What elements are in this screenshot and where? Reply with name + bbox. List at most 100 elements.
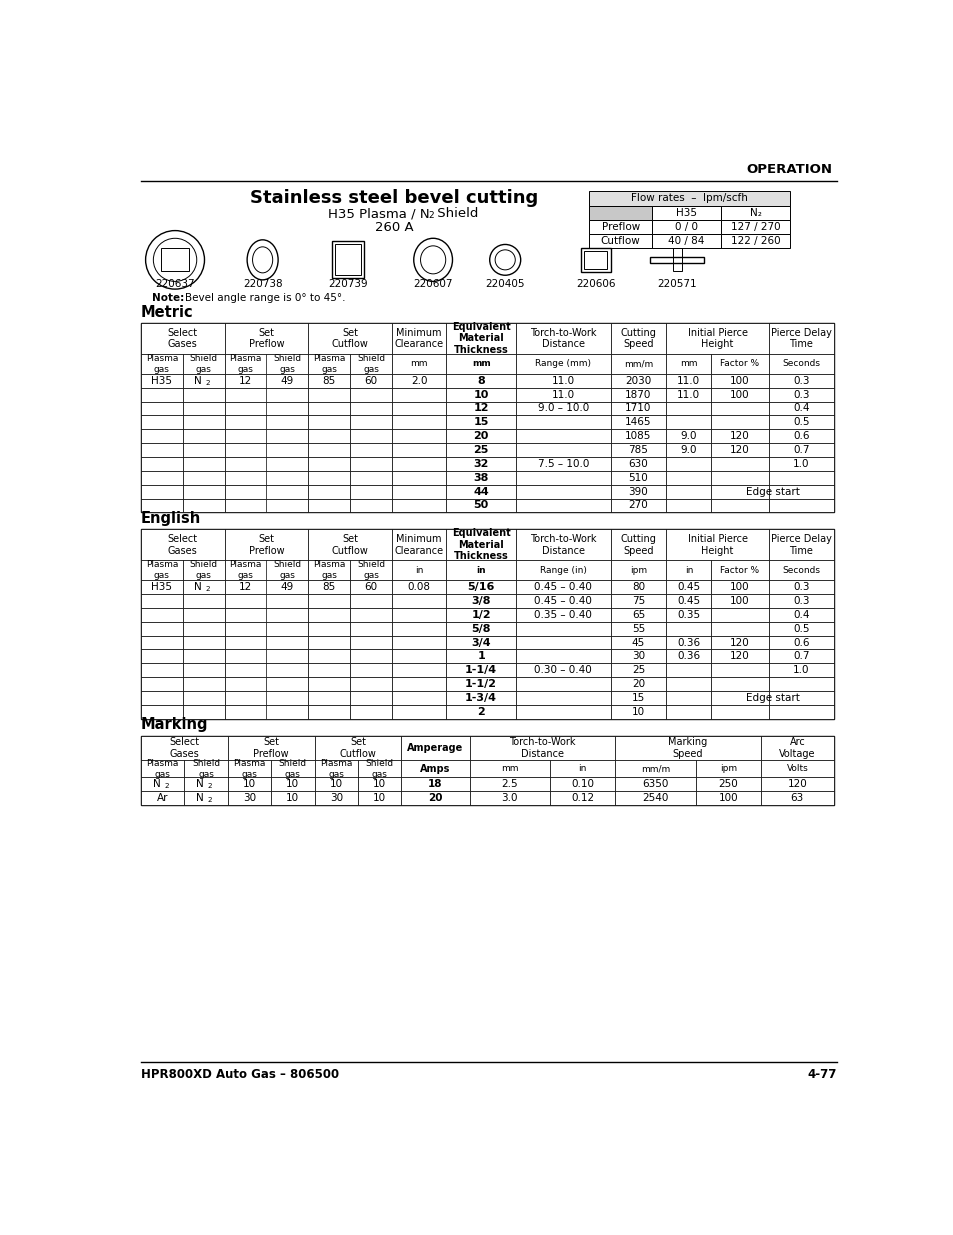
Text: Plasma
gas: Plasma gas bbox=[229, 561, 261, 580]
Text: Ar: Ar bbox=[156, 793, 169, 803]
Text: 0.3: 0.3 bbox=[792, 389, 809, 400]
Bar bbox=[183, 594, 224, 608]
Bar bbox=[266, 561, 308, 580]
Bar bbox=[314, 736, 401, 761]
Text: OPERATION: OPERATION bbox=[745, 163, 831, 177]
Bar bbox=[446, 324, 516, 353]
Text: 20: 20 bbox=[473, 431, 488, 441]
Bar bbox=[224, 636, 266, 650]
Bar bbox=[224, 594, 266, 608]
Bar bbox=[516, 608, 610, 621]
Text: 0.36: 0.36 bbox=[677, 651, 700, 662]
Bar bbox=[224, 353, 266, 374]
Bar bbox=[720, 206, 790, 220]
Bar bbox=[141, 692, 183, 705]
Bar bbox=[666, 324, 768, 353]
Bar bbox=[768, 663, 833, 677]
Bar bbox=[516, 443, 610, 457]
Bar bbox=[183, 677, 224, 692]
Text: 0.35: 0.35 bbox=[677, 610, 700, 620]
Text: mm: mm bbox=[679, 359, 697, 368]
Bar bbox=[392, 650, 446, 663]
Bar bbox=[711, 580, 768, 594]
Bar bbox=[266, 499, 308, 513]
Bar bbox=[610, 401, 666, 415]
Bar bbox=[516, 580, 610, 594]
Bar bbox=[224, 692, 266, 705]
Bar bbox=[183, 608, 224, 621]
Bar bbox=[224, 443, 266, 457]
Text: HPR800XD Auto Gas – 806500: HPR800XD Auto Gas – 806500 bbox=[141, 1068, 338, 1081]
Bar bbox=[610, 324, 666, 353]
Bar bbox=[183, 663, 224, 677]
Text: 12: 12 bbox=[473, 404, 488, 414]
Bar bbox=[711, 499, 768, 513]
Bar bbox=[350, 663, 392, 677]
Bar bbox=[446, 663, 516, 677]
Bar bbox=[308, 621, 350, 636]
Bar bbox=[615, 736, 760, 761]
Bar bbox=[768, 430, 833, 443]
Text: 10: 10 bbox=[330, 779, 342, 789]
Bar bbox=[666, 650, 711, 663]
Bar bbox=[666, 621, 711, 636]
Bar bbox=[711, 415, 768, 430]
Text: N: N bbox=[193, 375, 201, 385]
Text: Initial Pierce
Height: Initial Pierce Height bbox=[687, 534, 747, 556]
Bar bbox=[392, 374, 446, 388]
Bar bbox=[308, 530, 392, 561]
Text: 10: 10 bbox=[373, 793, 386, 803]
Bar bbox=[141, 650, 183, 663]
Bar bbox=[308, 705, 350, 719]
Bar bbox=[666, 401, 711, 415]
Bar bbox=[266, 430, 308, 443]
Bar bbox=[183, 499, 224, 513]
Text: mm/m: mm/m bbox=[640, 764, 669, 773]
Text: 4-77: 4-77 bbox=[806, 1068, 836, 1081]
Bar bbox=[266, 374, 308, 388]
Bar bbox=[266, 471, 308, 484]
Bar bbox=[550, 761, 615, 777]
Bar bbox=[271, 792, 314, 805]
Bar bbox=[308, 471, 350, 484]
Bar bbox=[666, 457, 711, 471]
Bar bbox=[666, 530, 768, 561]
Bar bbox=[141, 621, 183, 636]
Text: Shield: Shield bbox=[433, 207, 478, 220]
Bar bbox=[141, 499, 183, 513]
Text: Range (mm): Range (mm) bbox=[535, 359, 591, 368]
Text: 0.45 – 0.40: 0.45 – 0.40 bbox=[534, 597, 592, 606]
Bar bbox=[446, 401, 516, 415]
Text: ipm: ipm bbox=[629, 566, 646, 574]
Text: 1.0: 1.0 bbox=[792, 666, 809, 676]
Bar bbox=[183, 471, 224, 484]
Text: Torch-to-Work
Distance: Torch-to-Work Distance bbox=[509, 737, 575, 758]
Text: 5/16: 5/16 bbox=[467, 582, 495, 592]
Text: N: N bbox=[152, 779, 160, 789]
Bar bbox=[392, 484, 446, 499]
Bar bbox=[652, 206, 720, 220]
Bar bbox=[350, 621, 392, 636]
Bar bbox=[224, 663, 266, 677]
Bar bbox=[610, 353, 666, 374]
Text: 0.30 – 0.40: 0.30 – 0.40 bbox=[534, 666, 592, 676]
Bar bbox=[224, 430, 266, 443]
Text: 25: 25 bbox=[631, 666, 644, 676]
Text: 220405: 220405 bbox=[485, 279, 524, 289]
Bar bbox=[446, 677, 516, 692]
Bar bbox=[516, 374, 610, 388]
Text: 85: 85 bbox=[322, 582, 335, 592]
Bar bbox=[401, 761, 469, 777]
Bar bbox=[183, 650, 224, 663]
Bar bbox=[184, 777, 228, 792]
Bar bbox=[666, 499, 711, 513]
Bar bbox=[266, 388, 308, 401]
Text: Select
Gases: Select Gases bbox=[168, 327, 197, 350]
Bar bbox=[768, 580, 833, 594]
Bar bbox=[768, 443, 833, 457]
Bar bbox=[610, 374, 666, 388]
Text: 3.0: 3.0 bbox=[501, 793, 517, 803]
Text: in: in bbox=[684, 566, 692, 574]
Text: 60: 60 bbox=[364, 582, 377, 592]
Text: Edge start: Edge start bbox=[745, 693, 799, 703]
